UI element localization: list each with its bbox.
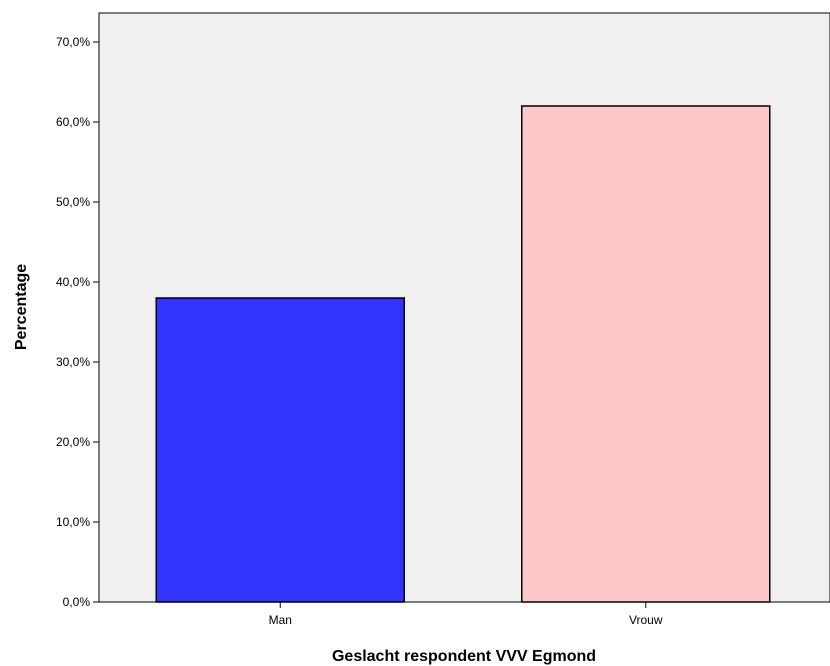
y-tick-label: 10,0% (56, 515, 90, 529)
y-tick-label: 30,0% (56, 355, 90, 369)
y-tick-label: 0,0% (63, 595, 91, 609)
x-axis: Man Vrouw (269, 602, 663, 627)
y-tick-label: 70,0% (56, 35, 90, 49)
x-tick-label-vrouw: Vrouw (629, 613, 663, 627)
y-tick-label: 40,0% (56, 275, 90, 289)
y-axis-title: Percentage (13, 264, 30, 350)
x-tick-label-man: Man (269, 613, 292, 627)
y-tick-label: 60,0% (56, 115, 90, 129)
y-tick-label: 50,0% (56, 195, 90, 209)
bar-man (155, 297, 405, 603)
y-axis: 0,0% 10,0% 20,0% 30,0% 40,0% 50,0% 60,0% 70,0% (56, 35, 99, 609)
bars (155, 105, 771, 603)
bar-vrouw (521, 105, 771, 603)
y-tick-label: 20,0% (56, 435, 90, 449)
x-axis-title: Geslacht respondent VVV Egmond (332, 648, 596, 665)
